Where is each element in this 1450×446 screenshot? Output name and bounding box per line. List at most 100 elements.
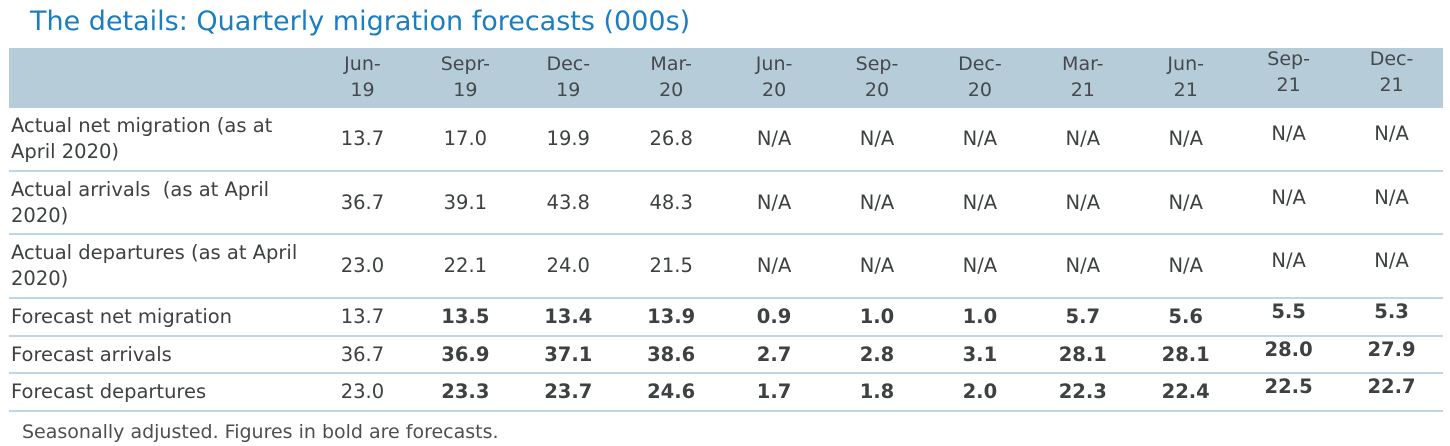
value-text: 1.0 [962, 304, 998, 328]
value-cell: 43.8 [517, 171, 620, 234]
value-text: N/A [756, 190, 792, 214]
value-text: 36.7 [340, 190, 385, 214]
value-cell: 1.7 [723, 373, 826, 411]
column-header-label: Jun- 21 [1167, 53, 1204, 101]
value-text: 5.3 [1374, 299, 1409, 323]
value-text: 27.9 [1367, 337, 1416, 361]
row-label: Actual arrivals (as at April 2020) [11, 177, 276, 227]
value-text: N/A [1065, 127, 1101, 151]
column-header-label: Jun- 19 [344, 53, 381, 101]
value-text: 2.7 [756, 342, 792, 366]
value-text: 13.7 [340, 304, 385, 328]
value-cell: 1.8 [826, 373, 929, 411]
value-text: N/A [1271, 122, 1306, 146]
column-header: Sepr- 19 [413, 48, 517, 109]
value-text: 37.1 [544, 342, 593, 366]
table-row: Forecast departures 23.0 23.3 23.7 24.6 1.7 1.… [9, 373, 1443, 411]
value-text: 2.8 [859, 342, 895, 366]
value-text: 22.1 [443, 254, 488, 278]
value-cell: 22.7 [1340, 373, 1443, 411]
value-cell: N/A [928, 234, 1031, 297]
value-cell: N/A [1031, 171, 1134, 234]
value-cell: N/A [826, 108, 929, 170]
value-cell: 5.7 [1031, 298, 1134, 336]
column-header: Sep- 20 [825, 48, 929, 109]
value-text: 19.9 [546, 127, 590, 151]
value-cell: 22.1 [414, 234, 517, 297]
value-text: N/A [962, 127, 998, 151]
value-text: N/A [962, 254, 998, 278]
value-cell: 1.0 [928, 298, 1031, 336]
value-cell: N/A [1134, 234, 1237, 297]
column-header-label: Mar- 21 [1062, 53, 1104, 101]
row-label: Actual departures (as at April 2020) [11, 241, 304, 291]
table-row: Actual net migration (as at April 2020) 1… [9, 108, 1443, 171]
value-text: 5.5 [1271, 299, 1306, 323]
value-cell: 1.0 [826, 298, 929, 336]
value-cell: 13.9 [620, 298, 723, 336]
value-text: N/A [1374, 249, 1409, 273]
value-cell: N/A [1134, 171, 1237, 234]
value-text: 22.3 [1058, 380, 1107, 404]
value-cell: N/A [1340, 234, 1443, 297]
migration-forecast-table: Jun- 19 Sepr- 19 Dec- 19 Mar- 20 Jun- 20 Sep- 20 Dec… [9, 48, 1443, 412]
row-label: Actual net migration (as at April 2020) [11, 114, 279, 164]
value-cell: 23.3 [414, 373, 517, 411]
column-header: Mar- 21 [1031, 48, 1135, 109]
table-row: Forecast net migration 13.7 13.5 13.4 13.9 0.… [9, 298, 1443, 336]
value-text: 48.3 [649, 190, 693, 214]
value-cell: N/A [723, 234, 826, 297]
value-text: 23.0 [340, 380, 385, 404]
value-text: 13.4 [544, 304, 593, 328]
value-cell: 38.6 [620, 336, 723, 374]
value-cell: 37.1 [517, 336, 620, 374]
value-text: 17.0 [443, 127, 488, 151]
value-text: 38.6 [647, 342, 696, 366]
value-text: 13.7 [340, 127, 385, 151]
value-text: 39.1 [443, 190, 488, 214]
value-cell: N/A [826, 171, 929, 234]
table-row: Actual departures (as at April 2020) 23.0… [9, 234, 1443, 298]
value-text: 2.0 [962, 380, 998, 404]
value-cell: 5.6 [1134, 298, 1237, 336]
table-row: Forecast arrivals 36.7 36.9 37.1 38.6 2.7 2.8 3… [9, 336, 1443, 374]
value-text: N/A [962, 190, 998, 214]
value-text: N/A [756, 254, 792, 278]
page-title: The details: Quarterly migration forecas… [30, 6, 691, 37]
value-cell: 0.9 [723, 298, 826, 336]
column-header-label: Sep- 20 [855, 53, 899, 101]
value-cell: 17.0 [414, 108, 517, 170]
value-cell: N/A [1031, 108, 1134, 170]
value-text: N/A [1168, 127, 1203, 151]
value-cell: 5.5 [1237, 298, 1340, 336]
value-text: 1.7 [756, 380, 792, 404]
value-text: 13.9 [647, 304, 696, 328]
table-body: Actual net migration (as at April 2020) 1… [9, 108, 1443, 411]
column-header-label: Sep- 21 [1267, 48, 1310, 96]
value-text: 21.5 [649, 254, 693, 278]
value-cell: N/A [928, 171, 1031, 234]
table-row: Actual arrivals (as at April 2020) 36.7 39… [9, 171, 1443, 235]
value-text: 5.6 [1168, 304, 1203, 328]
row-label: Forecast net migration [11, 304, 233, 328]
row-label: Forecast arrivals [11, 342, 172, 366]
value-text: 23.0 [340, 254, 385, 278]
value-text: N/A [859, 254, 895, 278]
column-header: Dec- 19 [516, 48, 620, 109]
column-header: Sep- 21 [1237, 48, 1341, 109]
value-cell: 28.0 [1237, 336, 1340, 374]
column-header-label: Dec- 21 [1369, 48, 1414, 96]
value-text: 24.6 [647, 380, 696, 404]
value-cell: 39.1 [414, 171, 517, 234]
value-text: 5.7 [1065, 304, 1101, 328]
value-cell: 23.0 [311, 373, 414, 411]
value-text: 13.5 [441, 304, 490, 328]
value-text: N/A [1065, 190, 1101, 214]
value-text: 28.1 [1161, 342, 1210, 366]
value-cell: 13.4 [517, 298, 620, 336]
value-text: 36.9 [441, 342, 490, 366]
value-cell: 36.9 [414, 336, 517, 374]
value-text: N/A [1065, 254, 1101, 278]
value-cell: 2.7 [723, 336, 826, 374]
